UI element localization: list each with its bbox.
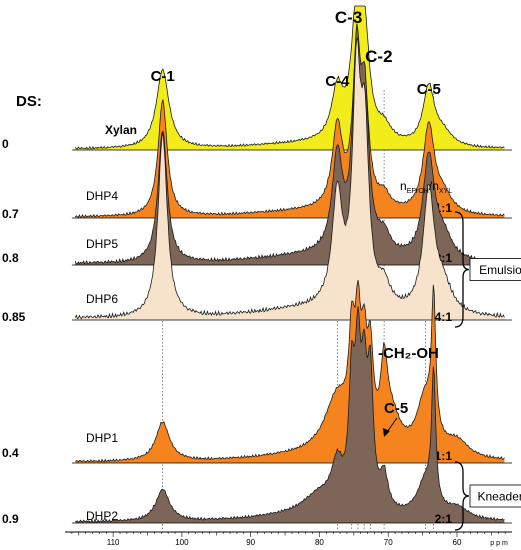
spectrum-fill-dhp4	[75, 36, 505, 218]
x-tick-label: 110	[107, 538, 120, 547]
x-tick-label: 70	[384, 538, 393, 547]
spectrum-fill-dhp6	[75, 37, 505, 320]
spectra-group: Xylan 0 DHP4 0.7 1:1 DHP5 0.8 2:1 DHP6 0.85 4:1 DHP…	[2, 5, 512, 526]
group-label-emulsion: Emulsion	[479, 263, 521, 277]
peak-label-c-3: C-3	[335, 8, 362, 27]
ds-value-dhp2: 0.9	[2, 512, 19, 526]
ds-value-dhp6: 0.85	[2, 310, 26, 324]
annotations: -CH₂-OH C-5	[378, 345, 439, 437]
ratio-dhp6: 4:1	[435, 310, 453, 324]
series-name-dhp2: DHP2	[86, 509, 118, 523]
ratio-dhp1: 1:1	[435, 449, 453, 463]
spectrum-line-dhp2	[75, 306, 505, 523]
group-box-kneader	[469, 484, 521, 508]
x-tick-label: 60	[453, 538, 462, 547]
group-label-kneader: Kneader	[478, 490, 521, 504]
x-tick-label: 100	[175, 538, 189, 547]
spectrum-line-xylan	[74, 5, 505, 150]
spectrum-line-dhp4	[75, 36, 505, 218]
ratio-header-n: n	[400, 179, 407, 193]
ds-value-xylan: 0	[2, 137, 9, 151]
ratio-header: nEPrOH/nXYL	[400, 179, 452, 195]
x-axis: 110 100 90 80 70 60 ppm	[65, 531, 512, 547]
spectrum-line-dhp5	[74, 23, 505, 265]
spectrum-fill-dhp1	[75, 280, 505, 463]
spectrum-line-dhp6	[74, 37, 505, 320]
group-brackets: Emulsion Kneader	[454, 211, 521, 531]
peak-labels: C-1 C-4 C-3 C-2 C-5	[151, 8, 441, 98]
ratio-header-sub1: EPrOH	[407, 188, 429, 195]
series-name-dhp4: DHP4	[86, 189, 118, 203]
ratio-dhp2: 2:1	[435, 512, 453, 526]
group-box-emulsion	[469, 258, 521, 281]
x-tick-label: 90	[246, 538, 255, 547]
ratio-header-mid: /n	[429, 179, 439, 193]
annotation-arrow-shaft	[386, 417, 398, 433]
spectrum-line-dhp1	[75, 280, 505, 463]
annotation-arrowhead	[383, 428, 390, 437]
spectrum-fill-xylan	[75, 6, 505, 150]
ds-value-dhp1: 0.4	[2, 446, 19, 460]
ds-value-dhp5: 0.8	[2, 251, 19, 265]
x-tick-label: 80	[315, 538, 324, 547]
series-name-dhp5: DHP5	[86, 237, 118, 251]
series-name-dhp6: DHP6	[86, 292, 118, 306]
peak-label-c-2: C-2	[365, 47, 392, 66]
peak-label-c-1: C-1	[151, 68, 175, 85]
ds-value-dhp4: 0.7	[2, 207, 19, 221]
peak-label-c-5: C-5	[417, 81, 441, 98]
ratio-header-sub2: XYL	[439, 188, 452, 195]
series-name-xylan: Xylan	[105, 123, 137, 137]
group-brace-kneader	[454, 461, 470, 531]
annotation-ch2oh: -CH₂-OH	[378, 345, 439, 362]
group-brace-emulsion	[454, 211, 470, 328]
annotation-c5: C-5	[384, 400, 408, 417]
series-name-dhp1: DHP1	[86, 431, 118, 445]
x-axis-label: ppm	[490, 540, 510, 547]
peak-label-c-4: C-4	[325, 73, 350, 90]
ds-header: DS:	[16, 93, 42, 110]
